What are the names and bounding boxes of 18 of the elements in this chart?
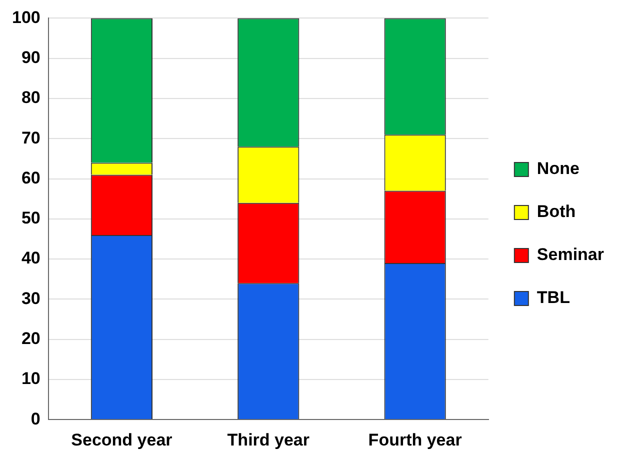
legend-label: Both xyxy=(536,202,576,222)
y-tick-label: 20 xyxy=(21,329,40,348)
x-tick-label: Third year xyxy=(227,430,310,450)
legend-label: TBL xyxy=(536,288,570,308)
y-tick-label: 70 xyxy=(21,128,40,148)
legend-label: Seminar xyxy=(536,245,604,264)
x-tick-label: Fourth year xyxy=(368,430,462,450)
y-tick-label: 10 xyxy=(21,369,40,388)
y-tick-label: 90 xyxy=(21,48,40,68)
y-tick-label: 0 xyxy=(30,409,40,428)
legend-label: None xyxy=(536,159,580,178)
y-tick-label: 60 xyxy=(21,168,40,188)
y-tick-label: 50 xyxy=(21,208,40,228)
x-tick-label: Second year xyxy=(71,430,173,450)
y-tick-label: 30 xyxy=(21,288,40,308)
y-tick-label: 100 xyxy=(12,8,40,27)
y-tick-label: 80 xyxy=(21,88,40,108)
y-tick-label: 40 xyxy=(21,248,40,268)
